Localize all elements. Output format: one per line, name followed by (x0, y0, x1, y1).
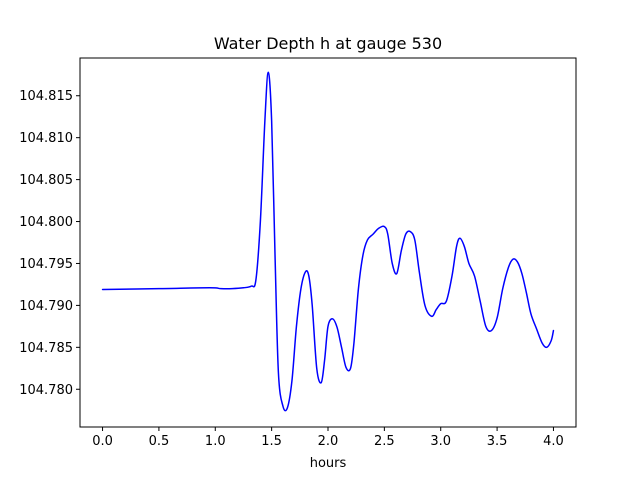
y-tick-label: 104.805 (19, 173, 73, 188)
x-axis: 0.0 0.5 1.0 1.5 2.0 2.5 3.0 3.5 4.0 (92, 427, 564, 449)
y-tick-label: 104.785 (19, 341, 73, 356)
x-tick-label: 3.0 (430, 434, 451, 449)
y-tick-label: 104.790 (19, 299, 73, 314)
x-axis-label: hours (310, 456, 347, 471)
plot-area (101, 71, 555, 412)
y-tick-label: 104.795 (19, 257, 73, 272)
x-tick-label: 1.5 (261, 434, 282, 449)
y-axis: 104.780 104.785 104.790 104.795 104.800 104.8… (19, 89, 80, 398)
x-tick-label: 4.0 (543, 434, 564, 449)
series-line (101, 71, 555, 412)
y-tick-label: 104.810 (19, 131, 73, 146)
x-tick-label: 0.5 (149, 434, 170, 449)
x-tick-label: 2.0 (318, 434, 339, 449)
x-tick-label: 0.0 (92, 434, 113, 449)
x-tick-label: 2.5 (374, 434, 395, 449)
y-tick-label: 104.780 (19, 383, 73, 398)
x-tick-label: 1.0 (205, 434, 226, 449)
y-tick-label: 104.815 (19, 89, 73, 104)
y-tick-label: 104.800 (19, 215, 73, 230)
x-tick-label: 3.5 (487, 434, 508, 449)
chart-title: Water Depth h at gauge 530 (214, 34, 442, 53)
